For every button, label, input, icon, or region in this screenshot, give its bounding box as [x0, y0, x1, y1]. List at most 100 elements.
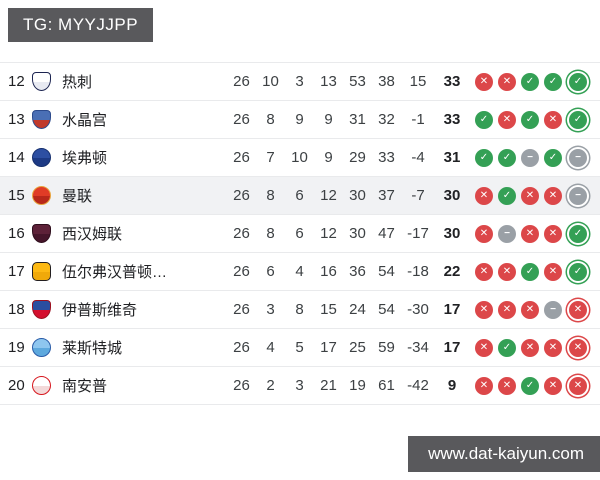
- team-name: 西汉姆联: [62, 226, 123, 243]
- form-icons: ✓ ✓ − ✓ −: [469, 148, 592, 167]
- stat-losses: 9: [324, 149, 333, 166]
- form-icons: ✕ − ✕ ✕ ✓: [469, 224, 592, 243]
- stat-goals-for: 24: [349, 301, 366, 318]
- team-badge-icon: [32, 224, 62, 243]
- team-name: 莱斯特城: [62, 340, 123, 357]
- form-loss-icon: ✕: [544, 224, 562, 243]
- stat-draws: 3: [295, 377, 304, 394]
- table-row[interactable]: 13 水晶宫 26 8 9 9 31 32 -1 33 ✓ ✕ ✓ ✕ ✓: [0, 101, 600, 139]
- stat-losses: 15: [320, 301, 337, 318]
- form-loss-icon: ✕: [498, 110, 516, 129]
- form-loss-icon: ✕: [544, 338, 562, 357]
- form-loss-icon: ✕: [544, 186, 562, 205]
- stat-points: 30: [443, 187, 461, 204]
- form-loss-icon: ✕: [544, 262, 562, 281]
- stat-goals-against: 33: [378, 149, 395, 166]
- table-row[interactable]: 15 曼联 26 8 6 12 30 37 -7 30 ✕ ✓ ✕ ✕ −: [0, 177, 600, 215]
- stat-goal-diff: -17: [407, 225, 429, 242]
- form-win-icon: ✓: [544, 72, 562, 91]
- stat-points: 17: [443, 301, 461, 318]
- stat-goals-against: 37: [378, 187, 395, 204]
- stat-played: 26: [233, 73, 250, 90]
- form-win-icon: ✓: [498, 148, 516, 167]
- stat-goals-against: 32: [378, 111, 395, 128]
- stat-played: 26: [233, 301, 250, 318]
- form-loss-icon: ✕: [498, 262, 516, 281]
- form-icons: ✓ ✕ ✓ ✕ ✓: [469, 110, 592, 129]
- table-row[interactable]: 12 热刺 26 10 3 13 53 38 15 33 ✕ ✕ ✓ ✓ ✓: [0, 63, 600, 101]
- stat-wins: 4: [266, 339, 275, 356]
- stat-goals-for: 19: [349, 377, 366, 394]
- form-win-icon: ✓: [569, 224, 587, 243]
- team-name: 埃弗顿: [62, 150, 108, 167]
- stat-played: 26: [233, 149, 250, 166]
- table-row[interactable]: 16 西汉姆联 26 8 6 12 30 47 -17 30 ✕ − ✕ ✕ ✓: [0, 215, 600, 253]
- form-loss-icon: ✕: [475, 224, 493, 243]
- stat-draws: 6: [295, 187, 304, 204]
- form-loss-icon: ✕: [475, 72, 493, 91]
- stat-goals-against: 38: [378, 73, 395, 90]
- table-row[interactable]: 17 伍尔弗汉普顿… 26 6 4 16 36 54 -18 22 ✕ ✕ ✓ ✕ ✓: [0, 253, 600, 291]
- stat-losses: 16: [320, 263, 337, 280]
- form-loss-icon: ✕: [475, 338, 493, 357]
- form-loss-icon: ✕: [475, 186, 493, 205]
- stat-points: 30: [443, 225, 461, 242]
- team-badge-icon: [32, 72, 62, 91]
- form-win-icon: ✓: [521, 262, 539, 281]
- position-number: 20: [8, 377, 25, 394]
- stat-wins: 8: [266, 111, 275, 128]
- table-row[interactable]: 20 南安普 26 2 3 21 19 61 -42 9 ✕ ✕ ✓ ✕ ✕: [0, 367, 600, 405]
- stat-goals-for: 53: [349, 73, 366, 90]
- table-row[interactable]: 14 埃弗顿 26 7 10 9 29 33 -4 31 ✓ ✓ − ✓ −: [0, 139, 600, 177]
- watermark-url: www.dat-kaiyun.com: [408, 436, 600, 472]
- stat-wins: 6: [266, 263, 275, 280]
- form-loss-icon: ✕: [498, 72, 516, 91]
- form-loss-icon: ✕: [521, 300, 539, 319]
- form-draw-icon: −: [498, 224, 516, 243]
- form-loss-icon: ✕: [544, 376, 562, 395]
- form-loss-icon: ✕: [475, 300, 493, 319]
- stat-goal-diff: -34: [407, 339, 429, 356]
- table-row[interactable]: 18 伊普斯维奇 26 3 8 15 24 54 -30 17 ✕ ✕ ✕ − ✕: [0, 291, 600, 329]
- form-loss-icon: ✕: [498, 300, 516, 319]
- form-draw-icon: −: [569, 186, 587, 205]
- team-name: 热刺: [62, 74, 93, 91]
- form-win-icon: ✓: [498, 186, 516, 205]
- stat-draws: 5: [295, 339, 304, 356]
- stat-wins: 3: [266, 301, 275, 318]
- standings-table: 12 热刺 26 10 3 13 53 38 15 33 ✕ ✕ ✓ ✓ ✓ 13 水晶…: [0, 62, 600, 405]
- form-loss-icon: ✕: [521, 186, 539, 205]
- stat-losses: 12: [320, 225, 337, 242]
- form-icons: ✕ ✓ ✕ ✕ ✕: [469, 338, 592, 357]
- stat-goals-for: 36: [349, 263, 366, 280]
- form-win-icon: ✓: [569, 262, 587, 281]
- position-number: 17: [8, 263, 25, 280]
- stat-losses: 13: [320, 73, 337, 90]
- team-name: 伍尔弗汉普顿…: [62, 264, 168, 281]
- stat-goals-against: 61: [378, 377, 395, 394]
- form-win-icon: ✓: [569, 72, 587, 91]
- position-number: 13: [8, 111, 25, 128]
- stat-wins: 2: [266, 377, 275, 394]
- stat-goal-diff: -30: [407, 301, 429, 318]
- form-icons: ✕ ✓ ✕ ✕ −: [469, 186, 592, 205]
- form-draw-icon: −: [569, 148, 587, 167]
- stat-goals-for: 30: [349, 187, 366, 204]
- form-icons: ✕ ✕ ✓ ✕ ✓: [469, 262, 592, 281]
- form-win-icon: ✓: [475, 110, 493, 129]
- form-loss-icon: ✕: [569, 376, 587, 395]
- stat-points: 17: [443, 339, 461, 356]
- stat-goals-for: 30: [349, 225, 366, 242]
- table-row[interactable]: 19 莱斯特城 26 4 5 17 25 59 -34 17 ✕ ✓ ✕ ✕ ✕: [0, 329, 600, 367]
- stat-goals-against: 54: [378, 263, 395, 280]
- stat-played: 26: [233, 225, 250, 242]
- stat-losses: 21: [320, 377, 337, 394]
- stat-goals-for: 29: [349, 149, 366, 166]
- team-badge-icon: [32, 376, 62, 395]
- stat-draws: 4: [295, 263, 304, 280]
- stat-played: 26: [233, 111, 250, 128]
- stat-goal-diff: -4: [411, 149, 425, 166]
- position-number: 15: [8, 187, 25, 204]
- form-win-icon: ✓: [521, 72, 539, 91]
- form-win-icon: ✓: [521, 376, 539, 395]
